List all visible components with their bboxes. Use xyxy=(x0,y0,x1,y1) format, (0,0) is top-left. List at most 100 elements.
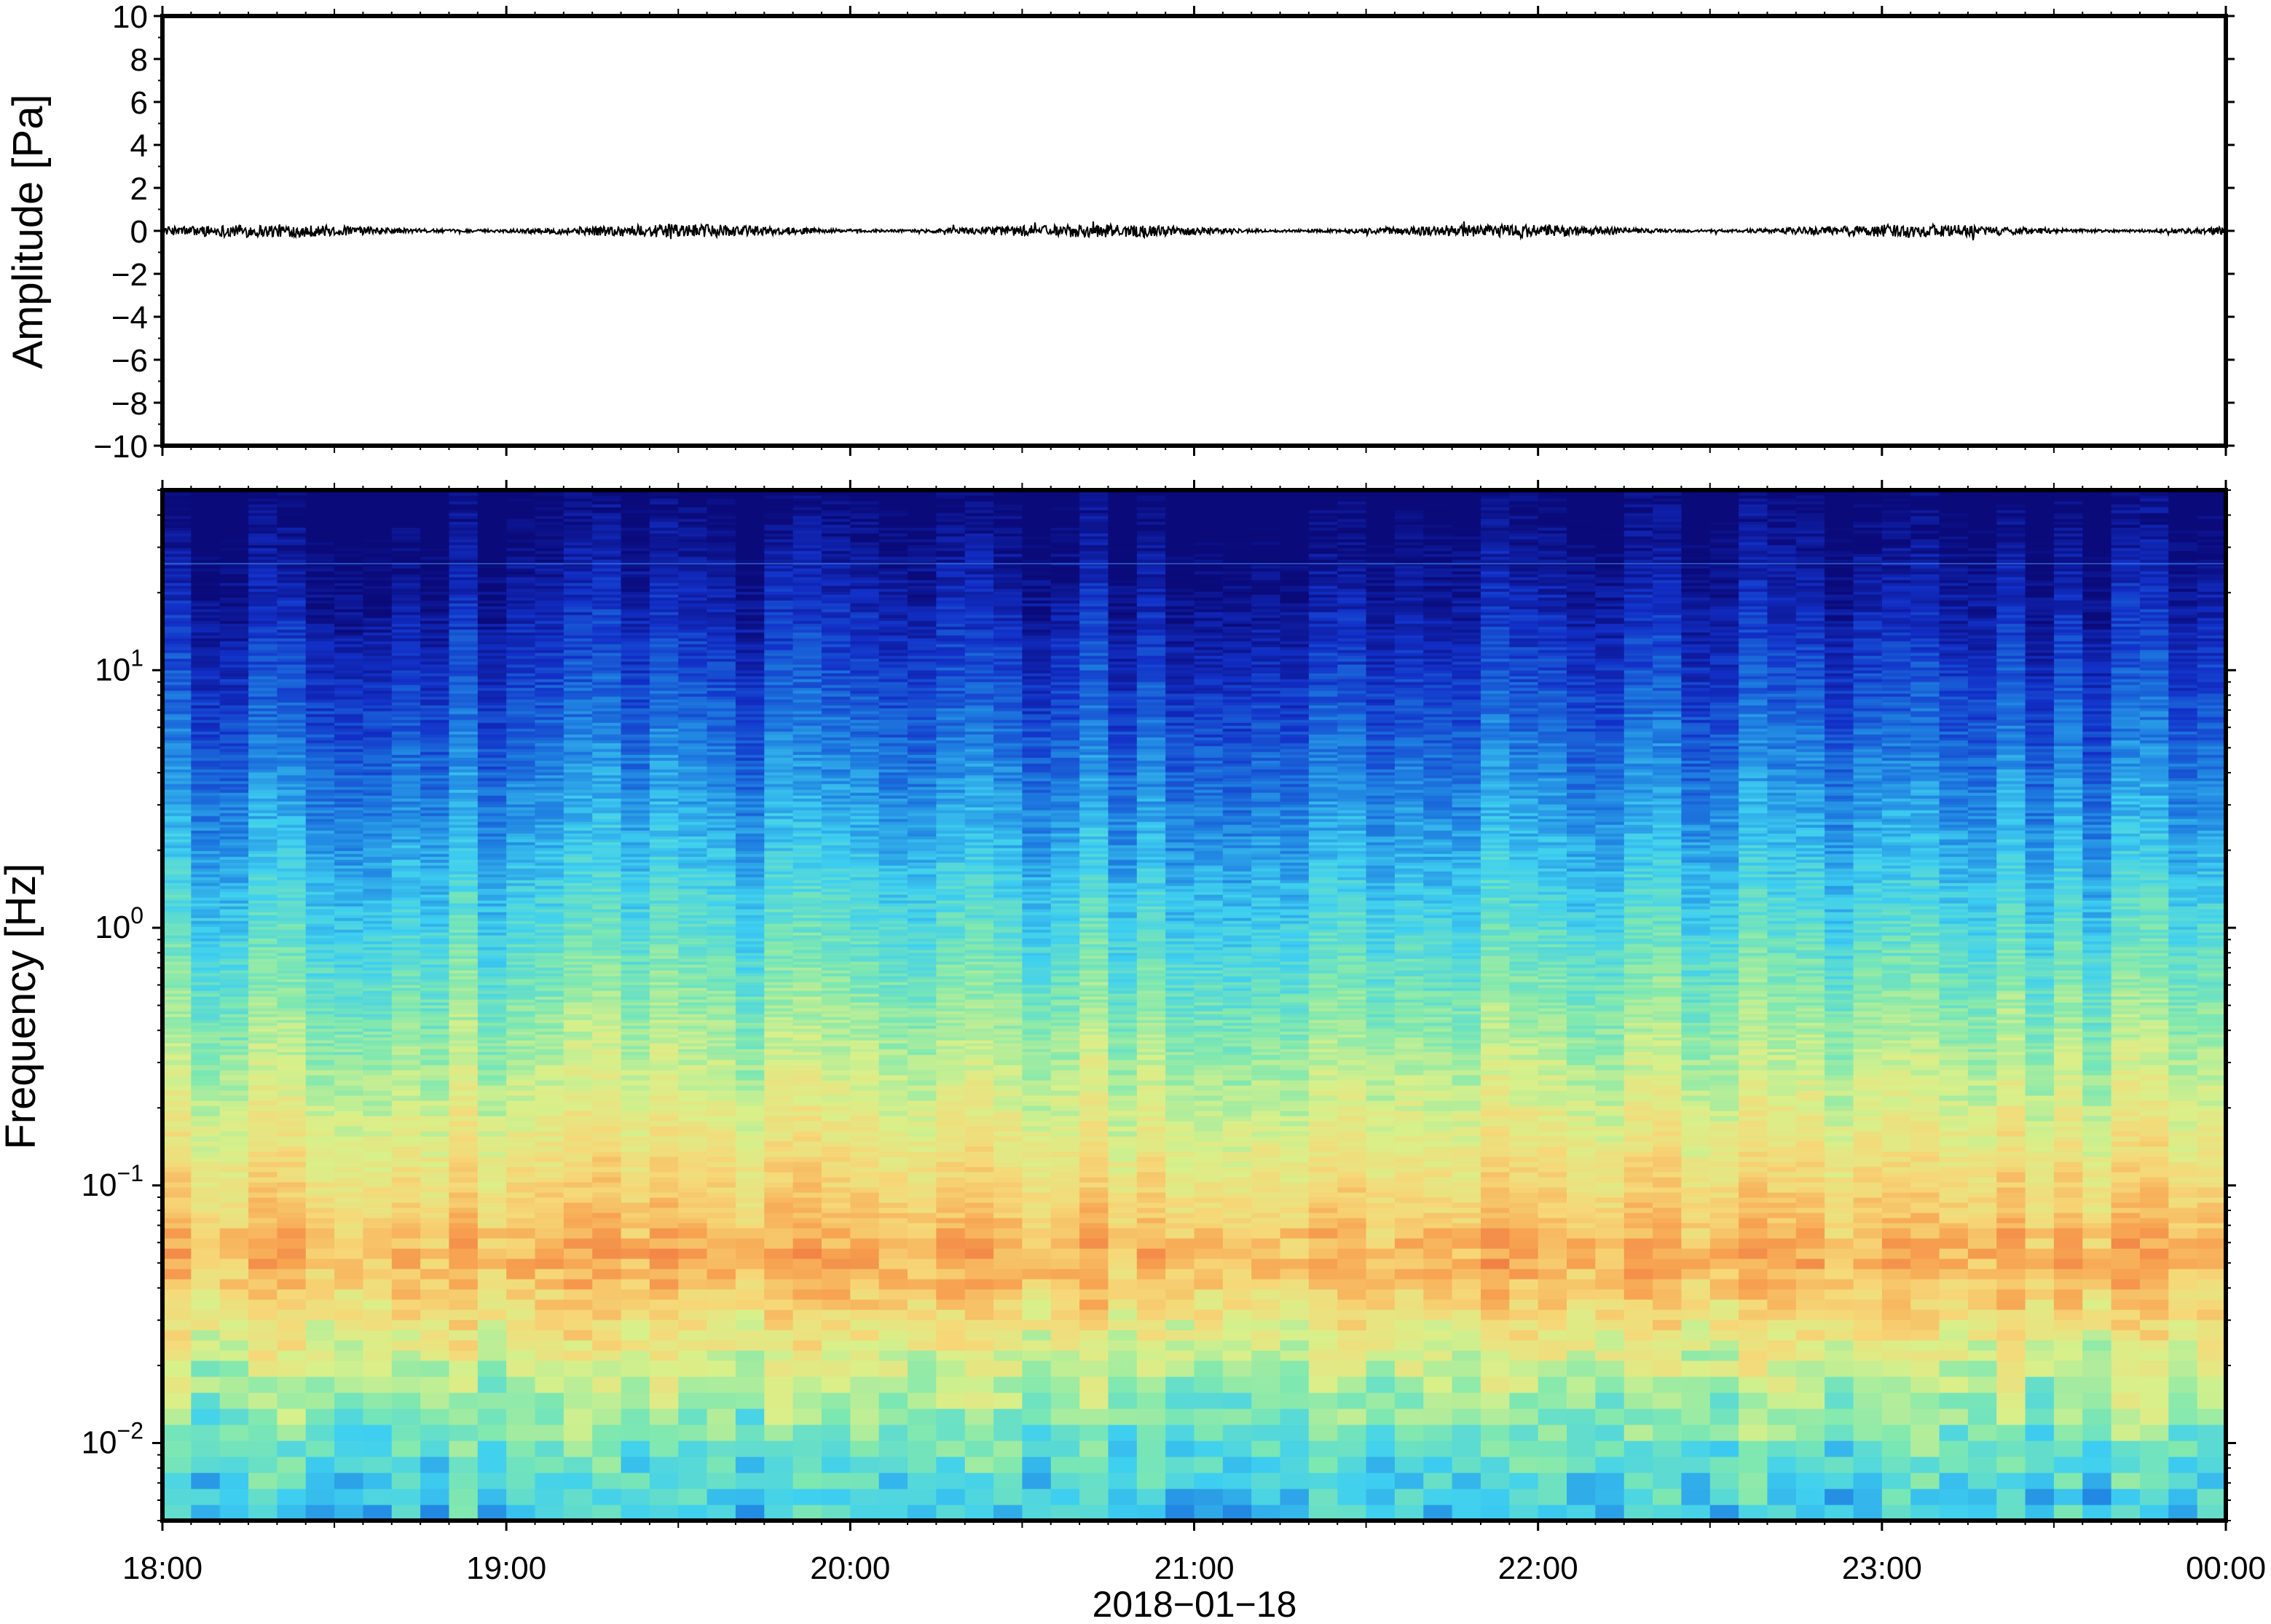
spectrogram-cell xyxy=(1967,1121,1997,1127)
spectrogram-cell xyxy=(219,1299,249,1310)
spectrogram-cell xyxy=(1337,1340,1367,1351)
spectrogram-cell xyxy=(2168,1131,2198,1137)
spectrogram-cell xyxy=(1825,1049,1854,1052)
spectrogram-cell xyxy=(420,1043,450,1046)
spectrogram-cell xyxy=(1967,1376,1997,1393)
spectrogram-cell xyxy=(563,1187,593,1193)
spectrogram-cell xyxy=(477,1218,507,1223)
spectrogram-cell xyxy=(1623,1269,1653,1280)
spectrogram-cell xyxy=(535,1105,564,1111)
spectrogram-cell xyxy=(1709,1279,1739,1290)
spectrogram-cell xyxy=(1366,1070,1396,1076)
spectrogram-cell xyxy=(2168,1126,2198,1132)
spectrogram-cell xyxy=(1795,1136,1825,1142)
spectrogram-cell xyxy=(2111,1100,2141,1106)
spectrogram-cell xyxy=(707,1238,736,1249)
spectrogram-cell xyxy=(1767,1218,1797,1223)
spectrogram-cell xyxy=(1567,1192,1596,1198)
spectrogram-cell xyxy=(993,1046,1023,1049)
spectrogram-cell xyxy=(1366,1279,1396,1290)
spectrogram-cell xyxy=(1653,1457,1682,1473)
spectrogram-cell xyxy=(936,1085,966,1091)
spectrogram-cell xyxy=(191,1177,221,1183)
spectrogram-cell xyxy=(1251,1151,1281,1157)
spectrogram-cell xyxy=(1595,1172,1625,1178)
spectrogram-cell xyxy=(2053,1049,2083,1052)
spectrogram-cell xyxy=(563,1111,593,1116)
spectrogram-cell xyxy=(2053,1202,2083,1208)
spectrogram-cell xyxy=(1308,1060,1338,1065)
spectrogram-cell xyxy=(1939,1172,1969,1178)
spectrogram-cell xyxy=(1910,1505,1940,1521)
spectrogram-cell xyxy=(1480,1424,1510,1441)
spectrogram-cell xyxy=(2053,1408,2083,1425)
spectrogram-cell xyxy=(363,1360,393,1377)
spectrogram-cell xyxy=(1595,1037,1625,1041)
spectrogram-cell xyxy=(1423,1105,1453,1111)
spectrogram-cell xyxy=(1681,1489,1711,1505)
spectrogram-cell xyxy=(2197,1248,2226,1259)
spectrogram-cell xyxy=(1538,1299,1567,1310)
spectrogram-cell xyxy=(334,1037,364,1041)
spectrogram-cell xyxy=(1567,1037,1596,1041)
spectrogram-cell xyxy=(707,1049,736,1052)
spectrogram-cell xyxy=(1366,1192,1396,1198)
spectrogram-cell xyxy=(1739,1043,1768,1046)
spectrogram-cell xyxy=(1165,1408,1195,1425)
spectrogram-cell xyxy=(477,1146,507,1152)
spectrogram-cell xyxy=(1165,1299,1195,1310)
spectrogram-cell xyxy=(649,1025,679,1029)
spectrogram-cell xyxy=(1251,1424,1281,1441)
spectrogram-cell xyxy=(1853,1162,1883,1167)
spectrogram-cell xyxy=(1337,1182,1367,1188)
spectrogram-cell xyxy=(1308,1025,1338,1029)
spectrogram-cell xyxy=(1825,1309,1854,1320)
spectrogram-cell xyxy=(1595,1376,1625,1393)
spectrogram-cell xyxy=(621,1279,650,1290)
spectrogram-cell xyxy=(1996,1177,2026,1183)
spectrogram-cell xyxy=(1452,1151,1481,1157)
spectrogram-cell xyxy=(1022,1131,1052,1137)
spectrogram-cell xyxy=(1939,1330,1969,1341)
spectrogram-cell xyxy=(821,1228,851,1239)
spectrogram-cell xyxy=(1509,1238,1539,1249)
spectrogram-cell xyxy=(1709,1505,1739,1521)
spectrogram-cell xyxy=(2082,1090,2112,1096)
spectrogram-cell xyxy=(1050,1309,1080,1320)
spectrogram-cell xyxy=(850,1146,880,1152)
spectrogram-cell xyxy=(1767,1060,1797,1065)
spectrogram-cell xyxy=(1280,1080,1310,1086)
spectrogram-cell xyxy=(1194,1309,1224,1320)
spectrogram-cell xyxy=(248,1065,278,1071)
spectrogram-cell xyxy=(1136,1080,1166,1086)
spectrogram-cell xyxy=(1079,1037,1109,1041)
spectrogram-cell xyxy=(2168,1065,2198,1071)
spectrogram-cell xyxy=(477,1350,507,1361)
spectrogram-cell xyxy=(1509,1080,1539,1086)
spectrogram-cell xyxy=(1308,1111,1338,1116)
spectrogram-cell xyxy=(1452,1162,1481,1167)
spectrogram-cell xyxy=(477,1136,507,1142)
spectrogram-cell xyxy=(2168,1085,2198,1091)
spectrogram-cell xyxy=(1251,1505,1281,1521)
spectrogram-cell xyxy=(2197,1055,2226,1060)
spectrogram-cell xyxy=(1767,1095,1797,1101)
spectrogram-cell xyxy=(1222,1279,1252,1290)
spectrogram-cell xyxy=(621,1046,650,1049)
spectrogram-cell xyxy=(1767,1055,1797,1060)
spectrogram-cell xyxy=(707,1065,736,1071)
spectrogram-cell xyxy=(1709,1228,1739,1239)
spectrogram-cell xyxy=(1165,1440,1195,1457)
spectrogram-cell xyxy=(1480,1505,1510,1521)
amp-y-tick-label: 10 xyxy=(112,0,148,35)
spectrogram-cell xyxy=(363,1258,393,1269)
spectrogram-cell xyxy=(1165,1457,1195,1473)
spectrogram-cell xyxy=(850,1055,880,1060)
spectrogram-cell xyxy=(1136,1151,1166,1157)
spectrogram-cell xyxy=(735,1043,765,1046)
spectrogram-cell xyxy=(1165,1141,1195,1147)
spectrogram-cell xyxy=(1337,1162,1367,1167)
spectrogram-cell xyxy=(449,1025,479,1029)
spectrogram-cell xyxy=(1653,1197,1682,1203)
spectrogram-cell xyxy=(1280,1043,1310,1046)
